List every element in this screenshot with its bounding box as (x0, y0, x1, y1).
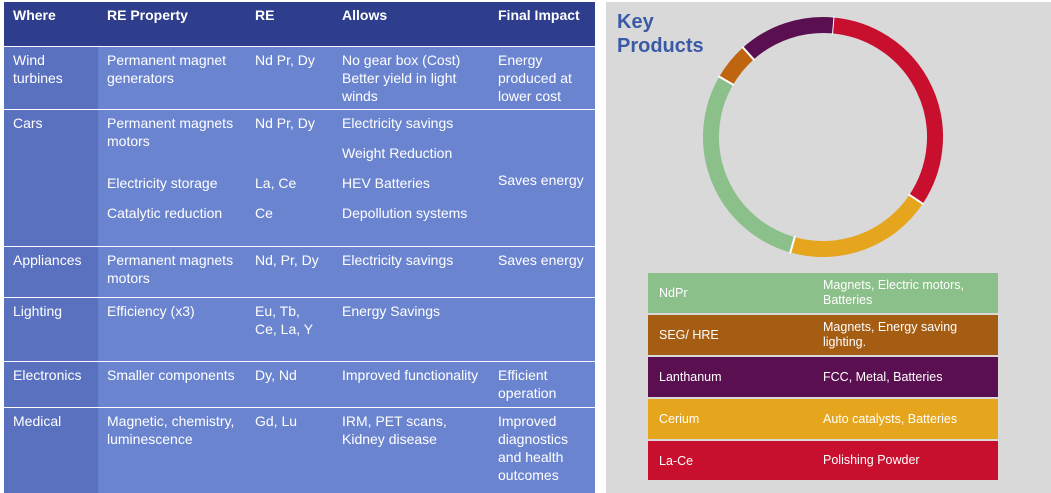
header-allows: Allows (342, 7, 388, 23)
cell-allows: No gear box (Cost) Better yield in light… (333, 45, 489, 109)
legend-product-uses: FCC, Metal, Batteries (823, 369, 943, 384)
legend-product-name: Cerium (659, 412, 700, 426)
legend-product-uses: Magnets, Energy saving lighting. (823, 320, 958, 349)
legend-product-uses: Magnets, Electric motors, Batteries (823, 278, 965, 307)
cell-impact: Improved diagnostics and health outcomes (489, 406, 595, 493)
legend-product-uses: Auto catalysts, Batteries (823, 411, 958, 426)
cell-line: Electricity savings (342, 114, 454, 131)
table-row-electronics: Electronics Smaller components Dy, Nd Im… (4, 360, 595, 407)
donut-slice-separator (717, 75, 735, 87)
cell-property: Smaller components (98, 360, 246, 407)
cell-re: Nd Pr, Dy (246, 45, 333, 109)
legend-product-name: Lanthanum (659, 370, 722, 384)
header-final-impact: Final Impact (498, 7, 580, 23)
cell-property: Permanent magnets motors Electricity sto… (98, 108, 246, 246)
donut-slice-lanthanum (743, 17, 834, 60)
cell-allows: Improved functionality (333, 360, 489, 407)
cell-line: Weight Reduction (342, 144, 453, 161)
legend-product-name: NdPr (659, 286, 688, 300)
cell-where: Cars (4, 108, 98, 246)
legend-row-la-ce: La-Ce Polishing Powder (648, 441, 998, 480)
cell-re: Nd Pr, Dy La, Ce Ce (246, 108, 333, 246)
header-re: RE (255, 7, 275, 23)
rare-earth-applications-table: Where RE Property RE Allows Final Impact… (4, 2, 595, 493)
cell-allows: IRM, PET scans, Kidney disease (333, 406, 489, 493)
cell-line: Depollution systems (342, 204, 468, 221)
cell-property: Permanent magnets motors (98, 245, 246, 297)
key-products-legend: NdPr Magnets, Electric motors, Batteries S… (648, 273, 998, 482)
cell-where: Medical (4, 406, 98, 493)
cell-line: Catalytic reduction (107, 204, 223, 221)
cell-line: Electricity storage (107, 174, 218, 191)
legend-product-name: La-Ce (659, 453, 694, 468)
legend-product-name: SEG/ HRE (659, 328, 719, 342)
cell-allows: Energy Savings (333, 296, 489, 361)
cell-re: Gd, Lu (246, 406, 333, 493)
cell-property: Efficiency (x3) (98, 296, 246, 361)
cell-where: Lighting (4, 296, 98, 361)
key-products-donut-chart (703, 16, 943, 257)
legend-row-lanthanum: Lanthanum FCC, Metal, Batteries (648, 357, 998, 397)
legend-row-ndpr: NdPr Magnets, Electric motors, Batteries (648, 273, 998, 313)
legend-product-uses: Polishing Powder (823, 453, 920, 467)
donut-slice-separator (789, 235, 796, 254)
cell-where: Appliances (4, 245, 98, 297)
header-re-property: RE Property (107, 7, 188, 23)
donut-slice-separator (908, 193, 925, 206)
donut-slice-ndpr (703, 76, 795, 253)
table-row-lighting: Lighting Efficiency (x3) Eu, Tb, Ce, La,… (4, 296, 595, 361)
table-header-row: Where RE Property RE Allows Final Impact (4, 2, 595, 46)
cell-re: Nd, Pr, Dy (246, 245, 333, 297)
donut-slice-seg-hre (719, 47, 754, 85)
donut-slice-la-ce (831, 17, 943, 204)
header-where: Where (13, 7, 56, 23)
legend-row-cerium: Cerium Auto catalysts, Batteries (648, 399, 998, 439)
table-row-wind-turbines: Wind turbines Permanent magnet generator… (4, 45, 595, 109)
cell-line: Nd Pr, Dy (255, 114, 315, 131)
cell-impact (489, 296, 595, 361)
cell-where: Electronics (4, 360, 98, 407)
cell-impact: Saves energy (489, 245, 595, 297)
cell-property: Permanent magnet generators (98, 45, 246, 109)
legend-row-seg-hre: SEG/ HRE Magnets, Energy saving lighting. (648, 315, 998, 355)
table-row-medical: Medical Magnetic, chemistry, luminescenc… (4, 406, 595, 493)
cell-allows: Electricity savings Weight Reduction HEV… (333, 108, 489, 246)
donut-slice-separator (741, 46, 756, 61)
key-products-title: Key Products (617, 11, 704, 57)
cell-re: Eu, Tb, Ce, La, Y (246, 296, 333, 361)
cell-re: Dy, Nd (246, 360, 333, 407)
cell-where: Wind turbines (4, 45, 98, 109)
cell-impact: Energy produced at lower cost (489, 45, 595, 109)
key-products-panel: Key Products NdPr Magnets, Electric motor… (606, 2, 1051, 493)
cell-allows: Electricity savings (333, 245, 489, 297)
cell-line: Permanent magnets motors (107, 114, 234, 149)
cell-line: HEV Batteries (342, 174, 430, 191)
cell-line: Ce (255, 204, 273, 221)
cell-impact: Saves energy (489, 108, 595, 246)
cell-property: Magnetic, chemistry, luminescence (98, 406, 246, 493)
table-row-appliances: Appliances Permanent magnets motors Nd, … (4, 245, 595, 297)
cell-line: La, Ce (255, 174, 297, 191)
table-row-cars: Cars Permanent magnets motors Electricit… (4, 108, 595, 246)
cell-impact: Efficient operation (489, 360, 595, 407)
donut-slice-cerium (790, 194, 923, 257)
